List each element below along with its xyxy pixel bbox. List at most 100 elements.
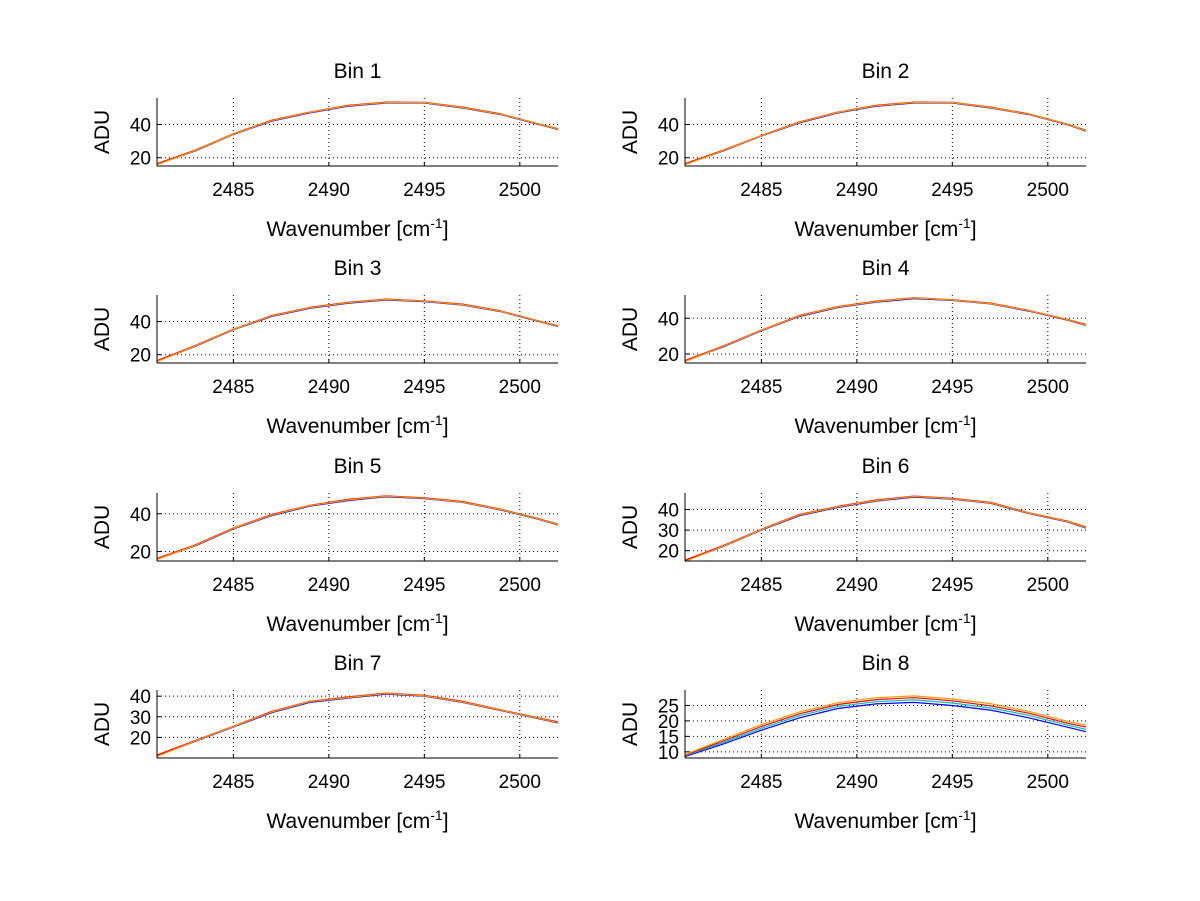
y-axis-label: ADU — [619, 505, 642, 549]
y-tick-label: 20 — [658, 345, 679, 366]
x-tick-label: 2490 — [308, 180, 350, 201]
x-tick-label: 2500 — [1027, 180, 1069, 201]
x-tick-label: 2500 — [499, 575, 541, 596]
series-line-3 — [684, 297, 1087, 363]
x-tick-label: 2490 — [836, 377, 878, 398]
y-tick-label: 25 — [658, 696, 679, 717]
x-tick-label: 2485 — [212, 377, 254, 398]
y-axis-label: ADU — [619, 702, 642, 746]
x-axis-label-main: Wavenumber [cm — [266, 415, 430, 438]
x-tick-label: 2485 — [212, 575, 254, 596]
y-tick-label: 20 — [658, 149, 679, 170]
x-axis-label-superscript: -1 — [430, 807, 443, 823]
x-axis-label-superscript: -1 — [430, 610, 443, 626]
subplot-bin-4: 2485 2490 2495 2500 20 40 Bin 4 ADU Wavenumber [… — [619, 257, 1087, 438]
x-axis-label-main: Wavenumber [cm — [794, 218, 958, 241]
x-axis-label-close: ] — [443, 613, 449, 636]
x-axis-label: Wavenumber [cm-1] — [794, 807, 976, 833]
x-tick-label: 2495 — [403, 575, 445, 596]
subplot-grid: 2485 2490 2495 2500 20 40 Bin 1 ADU Wavenumber [… — [91, 60, 1087, 833]
y-tick-label: 20 — [130, 149, 151, 170]
x-tick-label: 2500 — [499, 180, 541, 201]
x-tick-label: 2490 — [836, 575, 878, 596]
series-line-4 — [684, 695, 1087, 756]
subplot-bin-1: 2485 2490 2495 2500 20 40 Bin 1 ADU Wavenumber [… — [91, 60, 559, 241]
subplot-title: Bin 7 — [334, 652, 382, 675]
x-axis-label: Wavenumber [cm-1] — [794, 610, 976, 636]
series-line-3 — [156, 692, 559, 757]
x-tick-label: 2495 — [931, 575, 973, 596]
x-axis-label-superscript: -1 — [958, 412, 971, 428]
subplot-title: Bin 3 — [334, 257, 382, 280]
y-tick-label: 40 — [658, 116, 679, 137]
y-tick-label: 20 — [130, 543, 151, 564]
y-axis-label: ADU — [91, 307, 114, 351]
x-axis-label-close: ] — [443, 415, 449, 438]
series-line-3 — [156, 298, 559, 363]
y-tick-label: 40 — [130, 313, 151, 334]
x-axis-label-close: ] — [443, 810, 449, 833]
subplot-title: Bin 1 — [334, 60, 382, 83]
x-axis-label-close: ] — [443, 218, 449, 241]
y-tick-label: 30 — [130, 708, 151, 729]
series-line-3 — [684, 101, 1087, 166]
subplot-title: Bin 4 — [862, 257, 910, 280]
x-axis-label: Wavenumber [cm-1] — [794, 215, 976, 241]
y-tick-label: 20 — [130, 728, 151, 749]
x-tick-label: 2495 — [931, 377, 973, 398]
x-axis-label-main: Wavenumber [cm — [794, 810, 958, 833]
x-tick-label: 2490 — [836, 772, 878, 793]
y-tick-label: 20 — [658, 712, 679, 733]
x-tick-label: 2490 — [308, 772, 350, 793]
x-tick-label: 2485 — [740, 575, 782, 596]
x-axis-label-close: ] — [971, 218, 977, 241]
y-tick-label: 20 — [658, 542, 679, 563]
y-tick-label: 40 — [658, 500, 679, 521]
x-axis-label-close: ] — [971, 415, 977, 438]
series-line-3 — [684, 495, 1087, 562]
x-tick-label: 2485 — [740, 180, 782, 201]
series-line-3 — [684, 697, 1087, 756]
x-tick-label: 2495 — [931, 180, 973, 201]
y-tick-label: 15 — [658, 727, 679, 748]
x-tick-label: 2500 — [1027, 772, 1069, 793]
y-tick-label: 40 — [130, 505, 151, 526]
x-axis-label-superscript: -1 — [958, 610, 971, 626]
x-axis-label-close: ] — [971, 810, 977, 833]
x-tick-label: 2495 — [403, 180, 445, 201]
x-axis-label-superscript: -1 — [958, 807, 971, 823]
x-axis-label-main: Wavenumber [cm — [794, 613, 958, 636]
y-axis-label: ADU — [619, 307, 642, 351]
subplot-bin-2: 2485 2490 2495 2500 20 40 Bin 2 ADU Wavenumber [… — [619, 60, 1087, 241]
subplot-title: Bin 5 — [334, 455, 382, 478]
x-axis-label: Wavenumber [cm-1] — [266, 610, 448, 636]
x-axis-label-main: Wavenumber [cm — [794, 415, 958, 438]
y-tick-label: 10 — [658, 743, 679, 764]
x-axis-label-superscript: -1 — [430, 215, 443, 231]
x-tick-label: 2500 — [499, 377, 541, 398]
subplot-title: Bin 2 — [862, 60, 910, 83]
x-tick-label: 2485 — [212, 772, 254, 793]
x-axis-label: Wavenumber [cm-1] — [266, 215, 448, 241]
y-axis-label: ADU — [619, 110, 642, 154]
y-axis-label: ADU — [91, 110, 114, 154]
y-tick-label: 20 — [130, 346, 151, 367]
y-axis-label: ADU — [91, 505, 114, 549]
y-tick-label: 40 — [130, 116, 151, 137]
subplot-title: Bin 6 — [862, 455, 910, 478]
series-line-3 — [156, 495, 559, 561]
series-line-3 — [156, 101, 559, 166]
x-tick-label: 2485 — [212, 180, 254, 201]
x-axis-label-main: Wavenumber [cm — [266, 810, 430, 833]
x-axis-label: Wavenumber [cm-1] — [266, 807, 448, 833]
x-axis-label-main: Wavenumber [cm — [266, 613, 430, 636]
series-line-2 — [684, 699, 1087, 757]
subplot-bin-3: 2485 2490 2495 2500 20 40 Bin 3 ADU Wavenumber [… — [91, 257, 559, 438]
y-tick-label: 30 — [658, 521, 679, 542]
x-axis-label-main: Wavenumber [cm — [266, 218, 430, 241]
